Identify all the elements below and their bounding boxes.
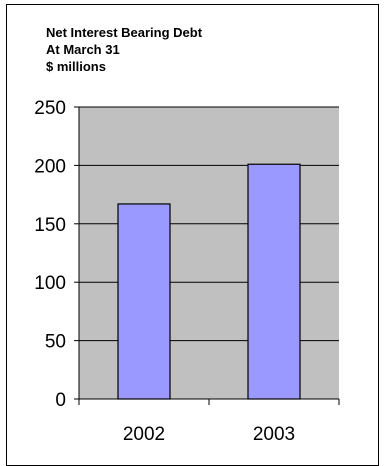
chart-title-line-2: At March 31 bbox=[46, 42, 120, 57]
bar-2003 bbox=[247, 163, 301, 400]
tick-labels: 0 50 100 150 200 250 2002 2003 bbox=[34, 98, 295, 445]
y-tick-label: 0 bbox=[55, 390, 66, 411]
y-tick-label: 150 bbox=[34, 215, 66, 236]
chart-title: Net Interest Bearing Debt At March 31 $ … bbox=[46, 24, 202, 75]
x-tick-label: 2003 bbox=[253, 424, 295, 445]
bar-2002 bbox=[117, 203, 171, 400]
y-tick-label: 200 bbox=[34, 156, 66, 177]
y-tick-label: 250 bbox=[34, 98, 66, 119]
bars bbox=[117, 163, 301, 400]
chart-title-line-3: $ millions bbox=[46, 59, 106, 74]
y-tick-label: 50 bbox=[45, 332, 66, 353]
y-tick-label: 100 bbox=[34, 273, 66, 294]
chart-title-line-1: Net Interest Bearing Debt bbox=[46, 25, 203, 40]
x-tick-label: 2002 bbox=[123, 424, 165, 445]
